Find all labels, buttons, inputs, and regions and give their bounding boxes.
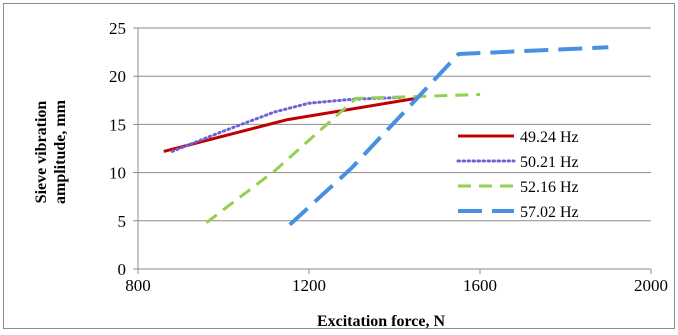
y-axis-title-line-2: amplitude, mm [52, 99, 69, 204]
legend-label-3: 52.16 Hz [520, 179, 579, 196]
y-tick-label: 25 [109, 19, 126, 38]
y-tick-label: 10 [109, 164, 126, 183]
chart-frame: 0 5 10 15 20 25 800 1200 1600 2000 49.24 Hz 50.21… [3, 3, 675, 330]
x-tick-label: 1200 [292, 276, 326, 295]
legend-label-1: 49.24 Hz [520, 129, 579, 146]
y-tick-label: 15 [109, 115, 126, 134]
series-line-4 [288, 45, 609, 227]
x-tick-labels: 800 1200 1600 2000 [125, 276, 668, 295]
y-axis-title-line-1: Sieve vibration [33, 101, 50, 204]
line-chart: 0 5 10 15 20 25 800 1200 1600 2000 49.24 Hz 50.21… [33, 19, 668, 330]
y-tick-label: 20 [109, 67, 126, 86]
legend: 49.24 Hz 50.21 Hz 52.16 Hz 57.02 Hz [456, 129, 579, 221]
x-tick-label: 800 [125, 276, 151, 295]
series-line-3 [205, 93, 481, 224]
y-tick-label: 5 [118, 212, 127, 231]
legend-label-4: 57.02 Hz [520, 204, 579, 221]
y-tick-label: 0 [118, 260, 127, 279]
x-tick-label: 2000 [634, 276, 668, 295]
axes [133, 27, 652, 274]
data-series [163, 45, 609, 227]
y-axis-title: Sieve vibration amplitude, mm [33, 99, 69, 204]
x-axis-title: Excitation force, N [317, 313, 446, 330]
series-line-1 [163, 96, 417, 153]
y-tick-labels: 0 5 10 15 20 25 [109, 19, 126, 279]
x-tick-label: 1600 [463, 276, 497, 295]
legend-label-2: 50.21 Hz [520, 154, 579, 171]
